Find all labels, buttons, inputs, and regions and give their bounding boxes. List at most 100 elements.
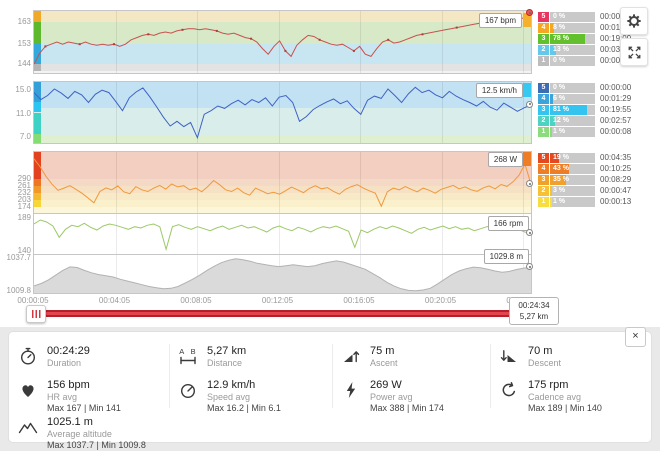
zone-time: 00:19:55 bbox=[600, 105, 632, 114]
zone-badge: 3 bbox=[538, 105, 549, 115]
gridline bbox=[441, 152, 443, 213]
power-maxmin: Max 388 | Min 174 bbox=[370, 403, 444, 413]
zone-bar-fill bbox=[550, 116, 556, 126]
y-axis-label: 163 bbox=[17, 17, 31, 27]
close-icon: × bbox=[632, 330, 639, 342]
fullscreen-button[interactable] bbox=[620, 38, 648, 66]
zone-bar: 1 % bbox=[550, 197, 595, 207]
x-axis-label: 00:04:05 bbox=[98, 296, 131, 305]
charts-area: 163 153 144 167 bpm 5 0 % 00:00:00 4 8 % 00:01:59… bbox=[0, 0, 660, 327]
gridline bbox=[523, 82, 524, 143]
gridline bbox=[278, 82, 280, 143]
hr-avg-label: HR avg bbox=[47, 392, 78, 402]
speed-avg-label: Speed avg bbox=[207, 392, 251, 402]
heart-rate-zone-row-4: 4 8 % 00:01:59 bbox=[538, 23, 660, 33]
gridline bbox=[197, 214, 198, 254]
zone-strip bbox=[34, 101, 41, 113]
zone-bar: 6 % bbox=[550, 94, 595, 104]
zone-time: 00:08:29 bbox=[600, 175, 632, 184]
zone-percent: 3 % bbox=[553, 187, 566, 194]
cadence-series bbox=[34, 219, 531, 252]
heart-rate-plot[interactable]: 167 bpm bbox=[33, 10, 532, 74]
slider-left-handle[interactable] bbox=[26, 305, 46, 323]
zone-time: 00:00:47 bbox=[600, 186, 632, 195]
summary-cadence: 175 rpm Cadence avg Max 189 | Min 140 bbox=[499, 379, 602, 414]
gridline bbox=[197, 82, 198, 143]
zone-badge: 1 bbox=[538, 56, 549, 66]
heart-rate-series bbox=[34, 12, 531, 65]
settings-button[interactable] bbox=[620, 7, 648, 35]
summary-power: 269 W Power avg Max 388 | Min 174 bbox=[341, 379, 444, 414]
zone-strip bbox=[34, 192, 41, 201]
zone-bar-fill bbox=[550, 153, 559, 163]
gridline bbox=[360, 214, 361, 254]
svg-text:B: B bbox=[191, 347, 196, 356]
power-plot[interactable]: 268 W bbox=[33, 151, 532, 214]
gridline bbox=[115, 255, 117, 293]
power-tooltip: 268 W bbox=[487, 152, 523, 167]
speed-zone-row-2: 2 12 % 00:02:57 bbox=[538, 116, 660, 126]
gridline bbox=[441, 11, 443, 73]
cadence-chart: 189 140 166 rpm bbox=[0, 213, 660, 255]
zone-band bbox=[34, 64, 531, 71]
zone-strip bbox=[34, 82, 41, 102]
altitude-chart: 1037.7 1009.8 1029.8 m bbox=[0, 249, 660, 295]
heart-rate-zone-row-2: 2 13 % 00:03:16 bbox=[538, 45, 660, 55]
power-end-marker[interactable] bbox=[526, 180, 533, 188]
time-range-slider: 00:24:34 5,27 km bbox=[0, 296, 660, 326]
speed-plot[interactable]: 12.5 km/h bbox=[33, 81, 532, 144]
zone-band bbox=[34, 178, 531, 186]
gridline bbox=[441, 82, 443, 143]
zone-band bbox=[34, 70, 531, 73]
hr-maxmin: Max 167 | Min 141 bbox=[47, 403, 121, 413]
gridline bbox=[441, 214, 443, 254]
zone-bar: 0 % bbox=[550, 83, 595, 93]
zone-band bbox=[34, 152, 531, 179]
summary-speed: 12.9 km/h Speed avg Max 16.2 | Min 6.1 bbox=[178, 379, 281, 414]
speed-avg-value: 12.9 km/h bbox=[207, 379, 256, 391]
close-button[interactable]: × bbox=[625, 327, 646, 347]
gridline bbox=[197, 152, 198, 213]
speed-maxmin: Max 16.2 | Min 6.1 bbox=[207, 403, 281, 413]
zone-time: 00:01:29 bbox=[600, 94, 632, 103]
speed-end-marker[interactable] bbox=[526, 100, 533, 108]
gridline bbox=[278, 152, 280, 213]
mountains-icon bbox=[18, 422, 38, 434]
zone-bar-fill bbox=[550, 94, 553, 104]
duration-label: Duration bbox=[47, 358, 82, 368]
zone-time: 00:04:35 bbox=[600, 153, 632, 162]
power-series bbox=[34, 158, 531, 208]
zone-bar-fill bbox=[550, 186, 552, 196]
zone-bar: 0 % bbox=[550, 12, 595, 22]
summary-duration: 00:24:29 Duration bbox=[18, 345, 90, 369]
zone-band bbox=[34, 135, 531, 143]
y-axis-label: 144 bbox=[17, 59, 31, 69]
heart-rate-zone-row-1: 1 0 % 00:00:05 bbox=[538, 56, 660, 66]
cadence-end-marker[interactable] bbox=[526, 229, 533, 237]
x-axis-label: 00:08:05 bbox=[180, 296, 212, 305]
summary-descent: 70 m Descent bbox=[499, 345, 561, 369]
stopwatch-icon bbox=[20, 347, 36, 365]
zone-percent: 6 % bbox=[553, 95, 566, 102]
zone-strip bbox=[34, 11, 41, 23]
zone-percent: 19 % bbox=[553, 154, 569, 161]
y-axis-label: 140 bbox=[17, 245, 31, 255]
altitude-end-marker[interactable] bbox=[526, 263, 533, 271]
speed-tooltip: 12.5 km/h bbox=[475, 83, 523, 98]
slider-grip-icon bbox=[31, 310, 41, 318]
zone-strip bbox=[34, 200, 41, 208]
zone-bar-fill bbox=[550, 175, 566, 185]
gear-icon bbox=[627, 14, 641, 28]
heart-rate-end-marker[interactable] bbox=[526, 9, 533, 17]
power-zone-row-1: 1 1 % 00:00:13 bbox=[538, 197, 660, 207]
altitude-plot[interactable]: 1029.8 m bbox=[33, 249, 532, 294]
altitude-avg-value: 1025.1 m bbox=[47, 416, 93, 428]
cadence-plot[interactable]: 166 rpm bbox=[33, 213, 532, 255]
power-zone-row-5: 5 19 % 00:04:35 bbox=[538, 153, 660, 163]
cadence-avg-label: Cadence avg bbox=[528, 392, 582, 402]
distance-value: 5,27 km bbox=[207, 345, 247, 357]
svg-text:A: A bbox=[179, 347, 184, 356]
slider-range-bar[interactable] bbox=[42, 310, 513, 317]
zone-bar: 0 % bbox=[550, 56, 595, 66]
zone-strip bbox=[34, 64, 41, 71]
